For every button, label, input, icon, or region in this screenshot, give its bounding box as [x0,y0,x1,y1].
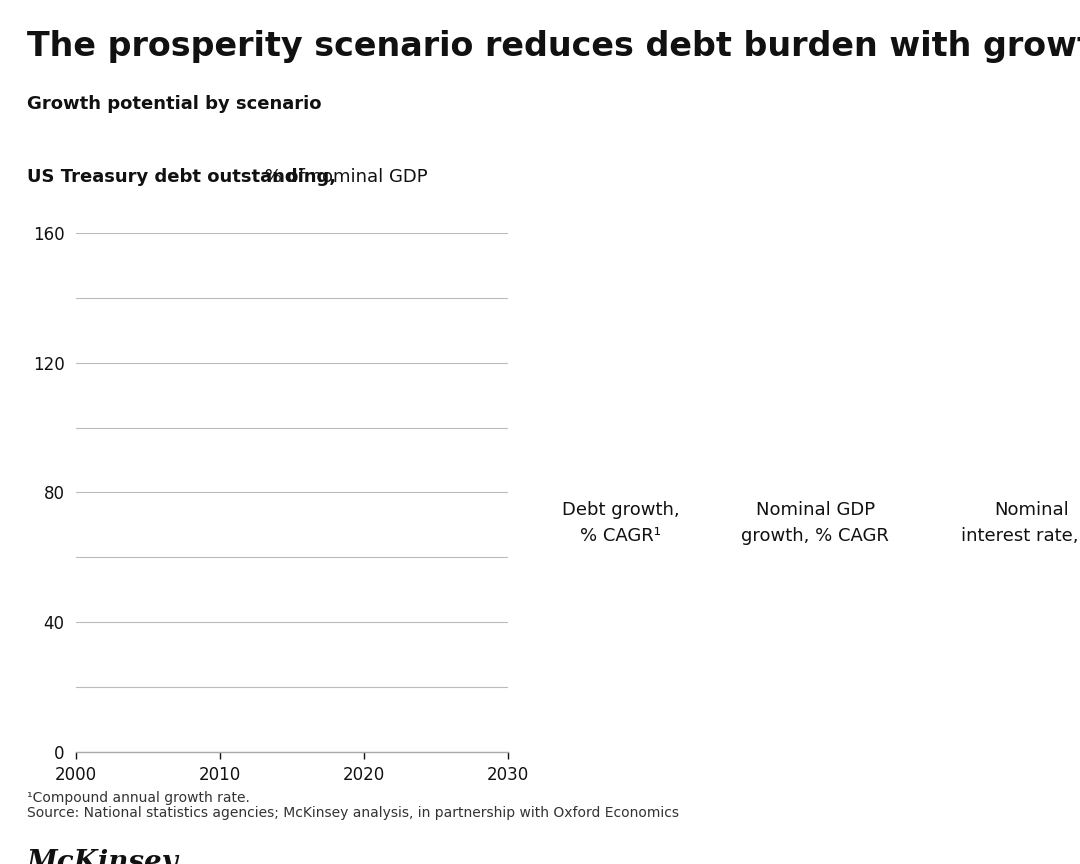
Text: Nominal GDP
growth, % CAGR: Nominal GDP growth, % CAGR [742,500,889,545]
Text: McKinsey: McKinsey [27,849,179,864]
Text: Source: National statistics agencies; McKinsey analysis, in partnership with Oxf: Source: National statistics agencies; Mc… [27,806,679,820]
Text: US Treasury debt outstanding,: US Treasury debt outstanding, [27,168,336,186]
Text: ¹Compound annual growth rate.: ¹Compound annual growth rate. [27,791,249,804]
Text: The prosperity scenario reduces debt burden with growth.: The prosperity scenario reduces debt bur… [27,30,1080,63]
Text: Growth potential by scenario: Growth potential by scenario [27,95,322,113]
Text: Nominal
interest rate, %: Nominal interest rate, % [961,500,1080,545]
Text: Debt growth,
% CAGR¹: Debt growth, % CAGR¹ [563,500,679,545]
Text: % of nominal GDP: % of nominal GDP [259,168,428,186]
